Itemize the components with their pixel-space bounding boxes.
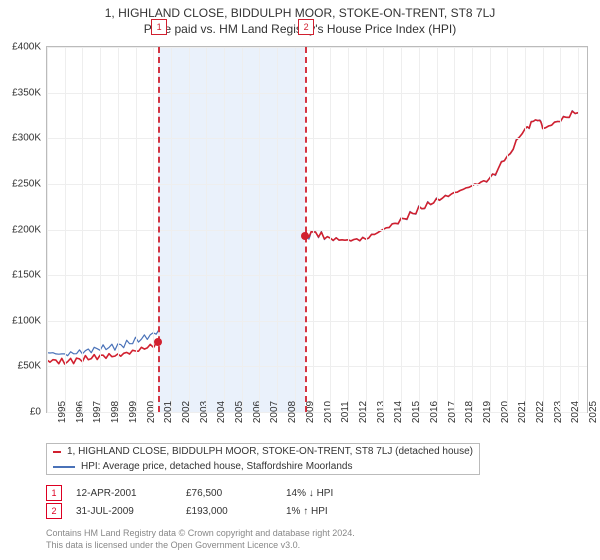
- y-tick: £150K: [12, 270, 47, 281]
- plot-area: £0£50K£100K£150K£200K£250K£300K£350K£400…: [46, 46, 588, 413]
- sale-2-date: 31-JUL-2009: [76, 506, 186, 517]
- footer-line-2: This data is licensed under the Open Gov…: [46, 540, 300, 550]
- sales-row-2: 2 31-JUL-2009 £193,000 1% ↑ HPI: [46, 502, 333, 520]
- y-tick: £250K: [12, 178, 47, 189]
- sale-dot-1: [154, 338, 162, 346]
- y-tick: £100K: [12, 315, 47, 326]
- sales-row-1: 1 12-APR-2001 £76,500 14% ↓ HPI: [46, 484, 333, 502]
- legend-row-2: HPI: Average price, detached house, Staf…: [47, 459, 479, 474]
- sales-table: 1 12-APR-2001 £76,500 14% ↓ HPI 2 31-JUL…: [46, 484, 333, 520]
- legend-swatch-hpi: [53, 466, 75, 468]
- y-tick: £200K: [12, 224, 47, 235]
- legend-label-property: 1, HIGHLAND CLOSE, BIDDULPH MOOR, STOKE-…: [67, 446, 473, 457]
- y-tick: £300K: [12, 133, 47, 144]
- y-tick: £50K: [18, 361, 47, 372]
- sale-dot-2: [301, 232, 309, 240]
- sale-1-delta: 14% ↓ HPI: [286, 488, 333, 499]
- y-tick: £400K: [12, 42, 47, 53]
- footer-line-1: Contains HM Land Registry data © Crown c…: [46, 528, 355, 538]
- sale-1-date: 12-APR-2001: [76, 488, 186, 499]
- legend-box: 1, HIGHLAND CLOSE, BIDDULPH MOOR, STOKE-…: [46, 443, 480, 475]
- marker-box-2: 2: [298, 19, 314, 35]
- y-tick: £350K: [12, 87, 47, 98]
- legend-label-hpi: HPI: Average price, detached house, Staf…: [81, 461, 352, 472]
- marker-1-icon: 1: [46, 485, 62, 501]
- chart-title-address: 1, HIGHLAND CLOSE, BIDDULPH MOOR, STOKE-…: [0, 0, 600, 20]
- legend-swatch-property: [53, 451, 61, 453]
- y-tick: £0: [30, 407, 47, 418]
- marker-2-icon: 2: [46, 503, 62, 519]
- marker-box-1: 1: [151, 19, 167, 35]
- sale-2-price: £193,000: [186, 506, 286, 517]
- chart-container: 1, HIGHLAND CLOSE, BIDDULPH MOOR, STOKE-…: [0, 0, 600, 560]
- sale-2-delta: 1% ↑ HPI: [286, 506, 328, 517]
- legend-row-1: 1, HIGHLAND CLOSE, BIDDULPH MOOR, STOKE-…: [47, 444, 479, 459]
- sale-1-price: £76,500: [186, 488, 286, 499]
- x-tick: 2025: [578, 401, 599, 423]
- footer-attribution: Contains HM Land Registry data © Crown c…: [46, 528, 355, 551]
